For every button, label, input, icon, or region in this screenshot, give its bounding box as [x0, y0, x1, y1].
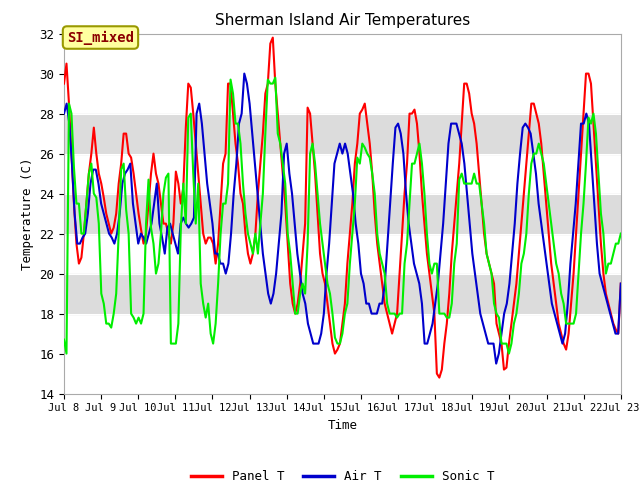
Bar [64, 114, 621, 154]
Bar [64, 193, 621, 234]
Legend: Panel T, Air T, Sonic T: Panel T, Air T, Sonic T [186, 465, 499, 480]
Y-axis label: Temperature (C): Temperature (C) [20, 157, 34, 270]
Bar [64, 274, 621, 313]
X-axis label: Time: Time [328, 419, 357, 432]
Text: SI_mixed: SI_mixed [67, 30, 134, 45]
Title: Sherman Island Air Temperatures: Sherman Island Air Temperatures [215, 13, 470, 28]
